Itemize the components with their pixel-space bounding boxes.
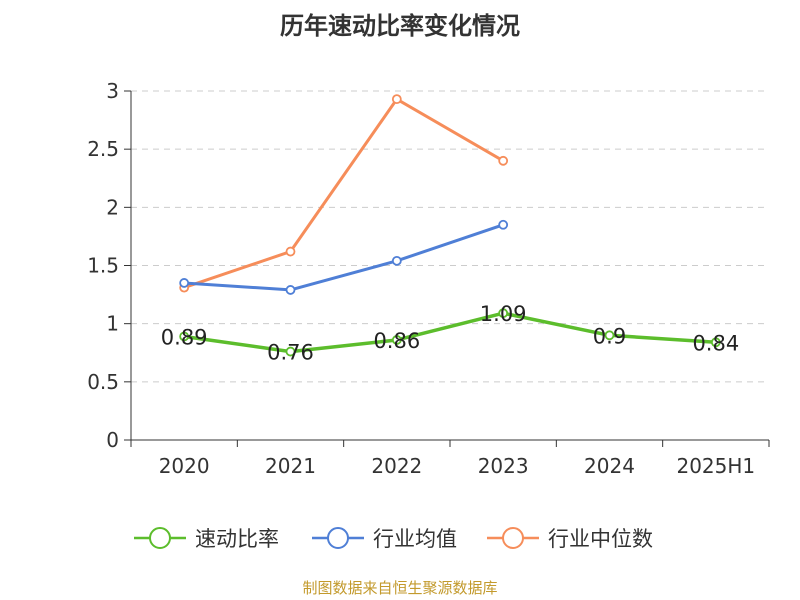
legend-marker-icon	[487, 527, 539, 549]
legend-marker-icon	[312, 527, 364, 549]
x-tick-label: 2020	[159, 454, 210, 478]
y-tick-label: 2.5	[87, 137, 119, 161]
legend-label: 速动比率	[195, 527, 279, 551]
data-point	[391, 94, 402, 105]
data-label: 0.76	[267, 341, 314, 365]
x-tick-label: 2024	[584, 454, 635, 478]
data-point	[179, 331, 190, 342]
y-tick-label: 0	[106, 428, 119, 452]
data-label: 0.9	[593, 324, 626, 348]
data-label: 0.84	[692, 331, 739, 355]
series-line-0	[183, 311, 716, 354]
series-line-1	[184, 223, 504, 292]
data-point	[391, 255, 402, 266]
x-tick-label: 2023	[478, 454, 529, 478]
grid-lines	[131, 90, 769, 383]
legend-item-0[interactable]: 速动比率	[133, 518, 279, 558]
data-point	[285, 246, 296, 257]
data-point	[179, 278, 190, 288]
data-point	[710, 337, 721, 348]
y-tick-label: 1.5	[87, 254, 119, 278]
data-point	[498, 155, 509, 166]
data-point	[391, 335, 402, 345]
data-point	[498, 308, 509, 319]
x-tick-label: 2025H1	[676, 454, 755, 478]
legend-item-2[interactable]: 行业中位数	[486, 518, 653, 558]
y-tick-label: 0.5	[87, 370, 119, 394]
data-label: 0.89	[161, 325, 208, 349]
data-label: 0.86	[373, 329, 420, 353]
legend-label: 行业中位数	[548, 527, 653, 551]
chart-title: 历年速动比率变化情况	[280, 12, 520, 40]
data-point	[604, 330, 615, 341]
legend-label: 行业均值	[373, 527, 457, 551]
x-tick-label: 2021	[265, 454, 316, 478]
axes: 0 0.5 1 1.5 2 2.5 3 2020 2021 2022 2023 2024 2025H1	[87, 79, 770, 478]
series-line-2	[183, 97, 504, 290]
data-point	[285, 346, 296, 357]
source-note: 制图数据来自恒生聚源数据库	[302, 579, 498, 597]
data-point	[498, 219, 509, 230]
legend-item-1[interactable]: 行业均值	[311, 518, 457, 558]
y-tick-label: 1	[106, 312, 119, 336]
data-point	[285, 285, 296, 295]
data-label: 1.09	[480, 302, 527, 326]
legend: 速动比率 行业均值 行业中位数	[0, 518, 800, 558]
y-tick-label: 3	[106, 79, 119, 103]
legend-marker-icon	[134, 527, 186, 549]
y-tick-label: 2	[106, 195, 119, 219]
series-lines	[179, 94, 721, 357]
data-labels: 0.89 0.76 0.86 1.09 0.9 0.84	[161, 302, 739, 364]
x-tick-label: 2022	[371, 454, 422, 478]
